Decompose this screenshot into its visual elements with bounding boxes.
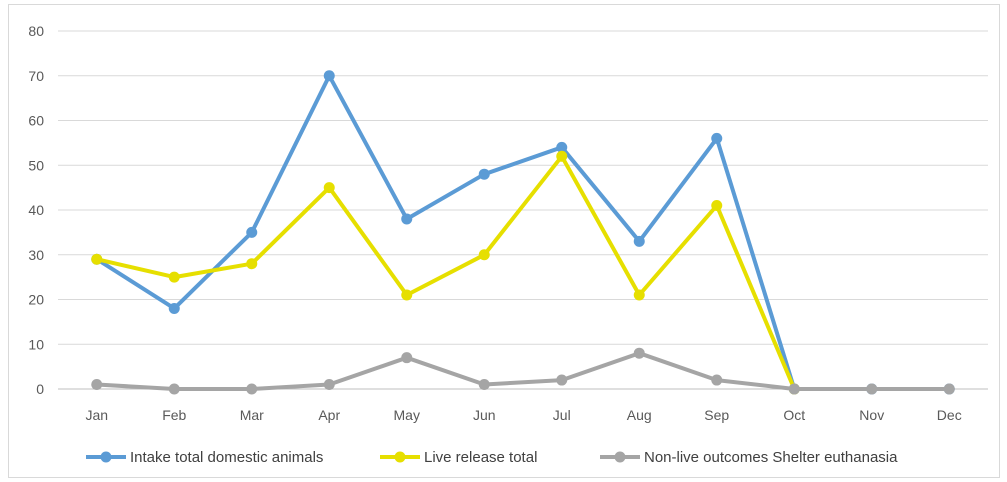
data-point <box>168 302 180 314</box>
x-tick-label: Jan <box>85 407 108 423</box>
data-point <box>711 132 723 144</box>
data-point <box>866 383 878 395</box>
x-tick-label: Nov <box>859 407 884 423</box>
series-line-3 <box>94 351 952 391</box>
y-tick-label: 50 <box>28 157 44 173</box>
y-tick-label: 40 <box>28 202 44 218</box>
x-tick-label: Sep <box>704 407 729 423</box>
y-tick-label: 30 <box>28 247 44 263</box>
series-line-1 <box>94 73 952 391</box>
legend-label: Non-live outcomes Shelter euthanasia <box>644 449 898 466</box>
data-point <box>91 253 103 265</box>
x-tick-label: Apr <box>318 407 340 423</box>
data-point <box>246 258 258 270</box>
data-point <box>478 168 490 180</box>
x-tick-label: Aug <box>627 407 652 423</box>
x-tick-label: Jun <box>473 407 496 423</box>
data-point <box>246 383 258 395</box>
series-line-2 <box>94 154 797 391</box>
data-point <box>323 182 335 194</box>
data-point <box>323 379 335 391</box>
x-tick-label: Dec <box>937 407 962 423</box>
data-point <box>633 347 645 359</box>
x-tick-label: Oct <box>783 407 805 423</box>
y-tick-label: 60 <box>28 113 44 129</box>
data-point <box>633 289 645 301</box>
data-point <box>401 213 413 225</box>
x-tick-label: Jul <box>553 407 571 423</box>
data-point <box>246 226 258 238</box>
data-point <box>323 70 335 82</box>
x-tick-label: Mar <box>240 407 264 423</box>
data-point <box>556 141 568 153</box>
data-point <box>788 383 800 395</box>
legend-swatch-marker <box>394 451 406 463</box>
data-point <box>401 289 413 301</box>
data-point <box>91 379 103 391</box>
data-point <box>478 249 490 261</box>
data-point <box>401 352 413 364</box>
y-tick-label: 70 <box>28 68 44 84</box>
legend-label: Live release total <box>424 449 537 466</box>
data-point <box>478 379 490 391</box>
y-tick-label: 20 <box>28 292 44 308</box>
legend-swatch-marker <box>614 451 626 463</box>
data-point <box>556 374 568 386</box>
y-tick-label: 80 <box>28 23 44 39</box>
y-tick-label: 0 <box>36 381 44 397</box>
legend-swatch-marker <box>100 451 112 463</box>
data-point <box>711 374 723 386</box>
data-point <box>556 150 568 162</box>
data-point <box>633 235 645 247</box>
data-point <box>168 271 180 283</box>
chart-frame <box>8 4 1000 478</box>
y-tick-label: 10 <box>28 336 44 352</box>
data-point <box>943 383 955 395</box>
x-tick-label: May <box>394 407 420 423</box>
data-point <box>711 200 723 212</box>
x-tick-label: Feb <box>162 407 186 423</box>
legend-label: Intake total domestic animals <box>130 449 323 466</box>
data-point <box>168 383 180 395</box>
